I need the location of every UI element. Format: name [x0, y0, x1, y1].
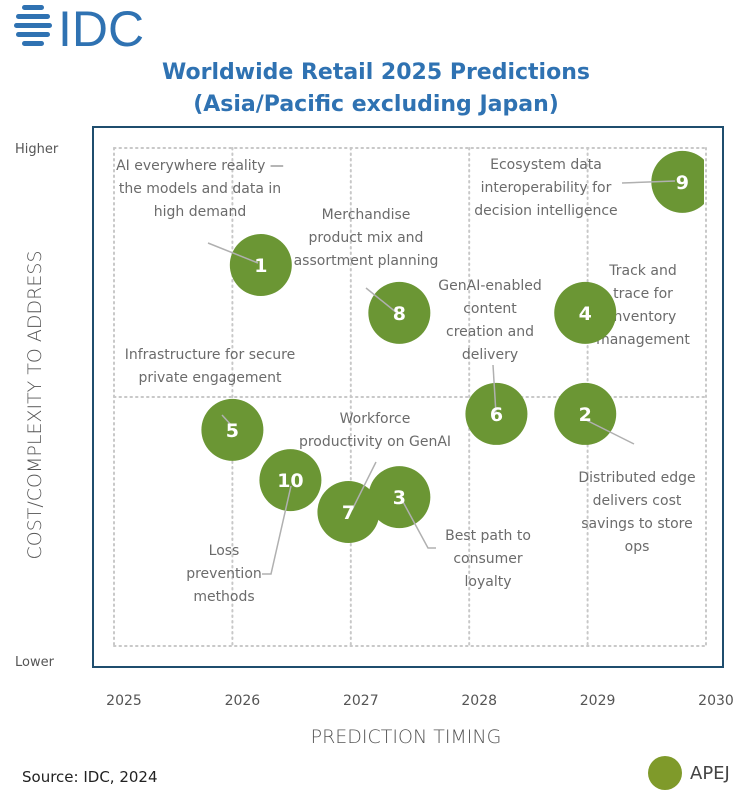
bubble-2 — [554, 382, 617, 445]
legend-label: APEJ — [690, 762, 730, 784]
leader-line-3 — [401, 499, 436, 549]
annotation-line: AI everywhere reality — — [116, 158, 284, 174]
annotation-line: the models and data in — [119, 181, 281, 197]
bubble-number-10: 10 — [277, 470, 303, 492]
annotation-3: Best path to consumer loyalty — [445, 528, 531, 590]
x-ticks: 2025 2026 2027 2028 2029 2030 — [106, 693, 734, 709]
annotation-line: Infrastructure for secure — [125, 347, 296, 363]
y-axis-title: COST/COMPLEXITY TO ADDRESS — [24, 250, 46, 559]
annotation-line: inventory — [610, 309, 677, 325]
annotation-line: loyalty — [465, 574, 512, 590]
bubble-numbers: 1 2 3 4 5 6 7 8 9 10 — [226, 172, 689, 524]
legend-swatch — [648, 756, 682, 790]
annotation-8: Merchandise product mix and assortment pla… — [294, 207, 439, 269]
annotation-line: trace for — [613, 286, 673, 302]
annotation-line: Track and — [608, 263, 676, 279]
annotation-line: private engagement — [138, 370, 282, 386]
bubble-number-3: 3 — [393, 487, 406, 509]
globe-stripes-icon — [14, 5, 52, 46]
bubble-8 — [368, 281, 431, 344]
annotation-2: Distributed edge delivers cost savings to … — [578, 470, 695, 555]
bubble-number-1: 1 — [254, 255, 267, 277]
annotation-line: methods — [193, 589, 254, 605]
bubble-7 — [317, 481, 380, 544]
annotation-line: productivity on GenAI — [299, 434, 451, 450]
leader-line-5 — [221, 414, 233, 427]
logo-text: IDC — [58, 2, 144, 50]
leader-lines — [207, 180, 676, 575]
annotations: AI everywhere reality — the models and da… — [116, 157, 696, 605]
annotation-line: Best path to — [445, 528, 531, 544]
annotation-line: management — [596, 332, 690, 348]
chart-title-line-2: (Asia/Pacific excluding Japan) — [193, 92, 559, 117]
bubble-number-8: 8 — [393, 303, 406, 325]
bubble-5 — [201, 398, 264, 461]
annotation-line: Distributed edge — [578, 470, 695, 486]
annotation-line: delivery — [462, 347, 518, 363]
annotation-line: GenAI-enabled — [438, 278, 541, 294]
bubble-1 — [229, 234, 292, 297]
x-tick-label: 2029 — [580, 693, 616, 709]
bubbles — [201, 150, 704, 544]
bubble-number-9: 9 — [676, 172, 689, 194]
annotation-line: content — [463, 301, 517, 317]
bubble-4 — [554, 281, 617, 344]
legend: APEJ — [648, 756, 730, 790]
x-tick-label: 2026 — [225, 693, 261, 709]
annotation-line: savings to store — [581, 516, 692, 532]
annotation-line: Loss — [209, 543, 240, 559]
annotation-7: Workforce productivity on GenAI — [299, 411, 451, 450]
annotation-line: consumer — [453, 551, 523, 567]
x-tick-label: 2030 — [698, 693, 734, 709]
annotation-4: Track and trace for inventory management — [596, 263, 690, 348]
annotation-line: creation and — [446, 324, 534, 340]
source-note: Source: IDC, 2024 — [22, 768, 158, 786]
x-axis-title: PREDICTION TIMING — [311, 726, 502, 748]
annotation-line: Ecosystem data — [490, 157, 602, 173]
bubble-number-7: 7 — [342, 502, 355, 524]
annotation-line: Merchandise — [322, 207, 411, 223]
annotation-line: high demand — [154, 204, 246, 220]
x-tick-label: 2027 — [343, 693, 379, 709]
y-tick-higher: Higher — [15, 142, 59, 157]
leader-line-8 — [365, 287, 398, 314]
bubble-10 — [259, 449, 322, 512]
annotation-line: ops — [625, 539, 650, 555]
leader-line-9 — [621, 180, 676, 184]
bubble-number-2: 2 — [579, 404, 592, 426]
annotation-line: Workforce — [340, 411, 411, 427]
annotation-9: Ecosystem data interoperability for decisi… — [474, 157, 617, 219]
annotation-line: decision intelligence — [474, 203, 617, 219]
bubble-3 — [368, 466, 431, 529]
leader-line-6 — [492, 364, 497, 415]
annotation-6: GenAI-enabled content creation and delivery — [438, 278, 541, 363]
chart-title-line-1: Worldwide Retail 2025 Predictions — [162, 60, 590, 85]
x-tick-label: 2028 — [461, 693, 497, 709]
annotation-line: prevention — [186, 566, 262, 582]
idc-logo: IDC — [14, 2, 144, 50]
leader-line-1 — [207, 242, 259, 264]
x-tick-label: 2025 — [106, 693, 142, 709]
annotation-line: product mix and — [309, 230, 424, 246]
leader-line-7 — [351, 461, 377, 511]
annotation-line: assortment planning — [294, 253, 439, 269]
bubble-9 — [651, 150, 704, 213]
annotation-line: delivers cost — [593, 493, 682, 509]
annotation-line: interoperability for — [481, 180, 612, 196]
bubble-number-5: 5 — [226, 420, 239, 442]
y-tick-lower: Lower — [15, 655, 55, 670]
bubble-number-4: 4 — [579, 303, 592, 325]
annotation-10: Loss prevention methods — [186, 543, 262, 605]
leader-line-2 — [581, 417, 635, 445]
annotation-1: AI everywhere reality — the models and da… — [116, 158, 284, 220]
annotation-5: Infrastructure for secure private engagem… — [125, 347, 296, 386]
plot-frame — [92, 126, 724, 668]
leader-line-10 — [262, 485, 292, 575]
bubble-number-6: 6 — [490, 404, 503, 426]
